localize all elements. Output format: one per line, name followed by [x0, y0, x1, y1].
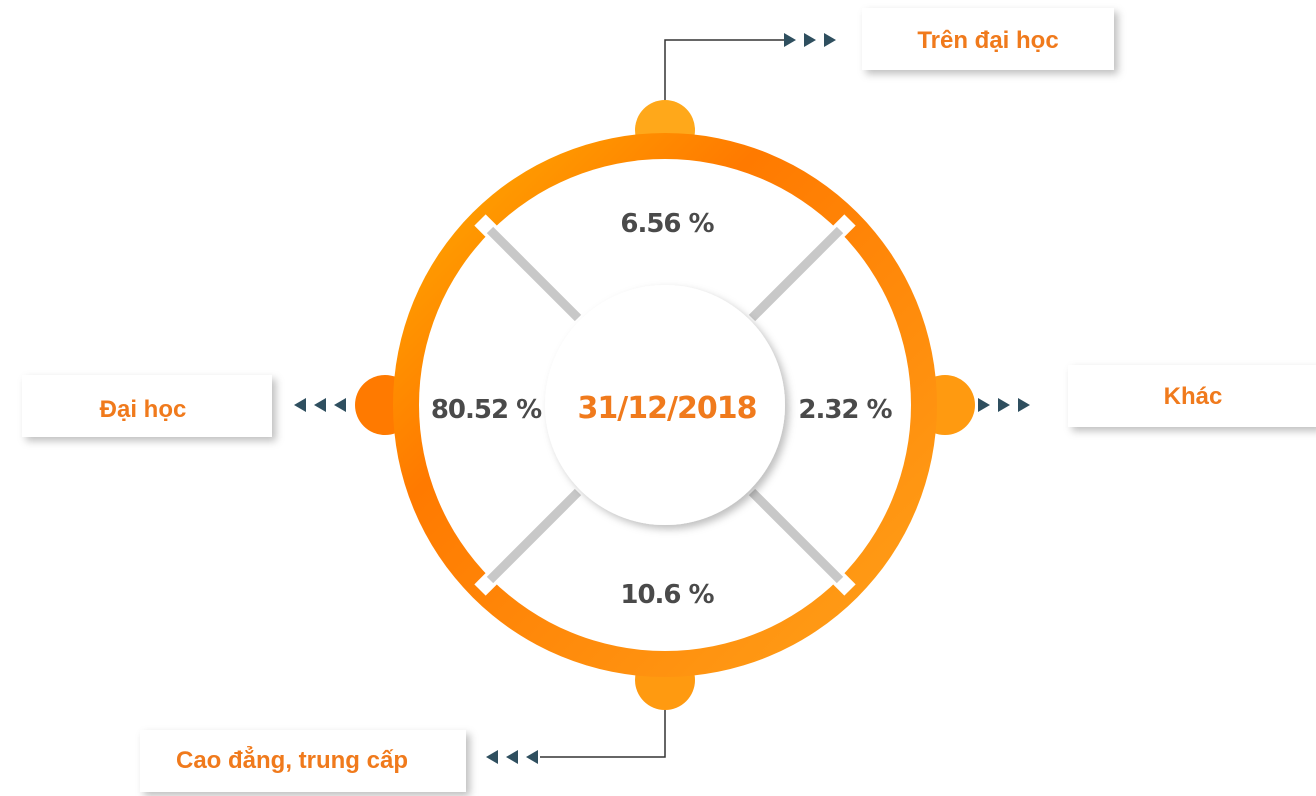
segment-label: Khác	[1164, 383, 1223, 410]
segment-value: 10.6 %	[620, 580, 714, 610]
connectors	[540, 39, 785, 758]
label-boxes	[22, 8, 1316, 792]
segment-value: 80.52 %	[431, 395, 542, 425]
segment-label: Trên đại học	[917, 27, 1058, 54]
ring	[355, 100, 975, 710]
arrows	[294, 33, 1030, 764]
segment-value: 2.32 %	[798, 395, 892, 425]
center-date: 31/12/2018	[578, 391, 757, 426]
segment-label: Đại học	[100, 396, 187, 423]
segment-value: 6.56 %	[620, 209, 714, 239]
segment-label: Cao đẳng, trung cấp	[176, 745, 408, 774]
